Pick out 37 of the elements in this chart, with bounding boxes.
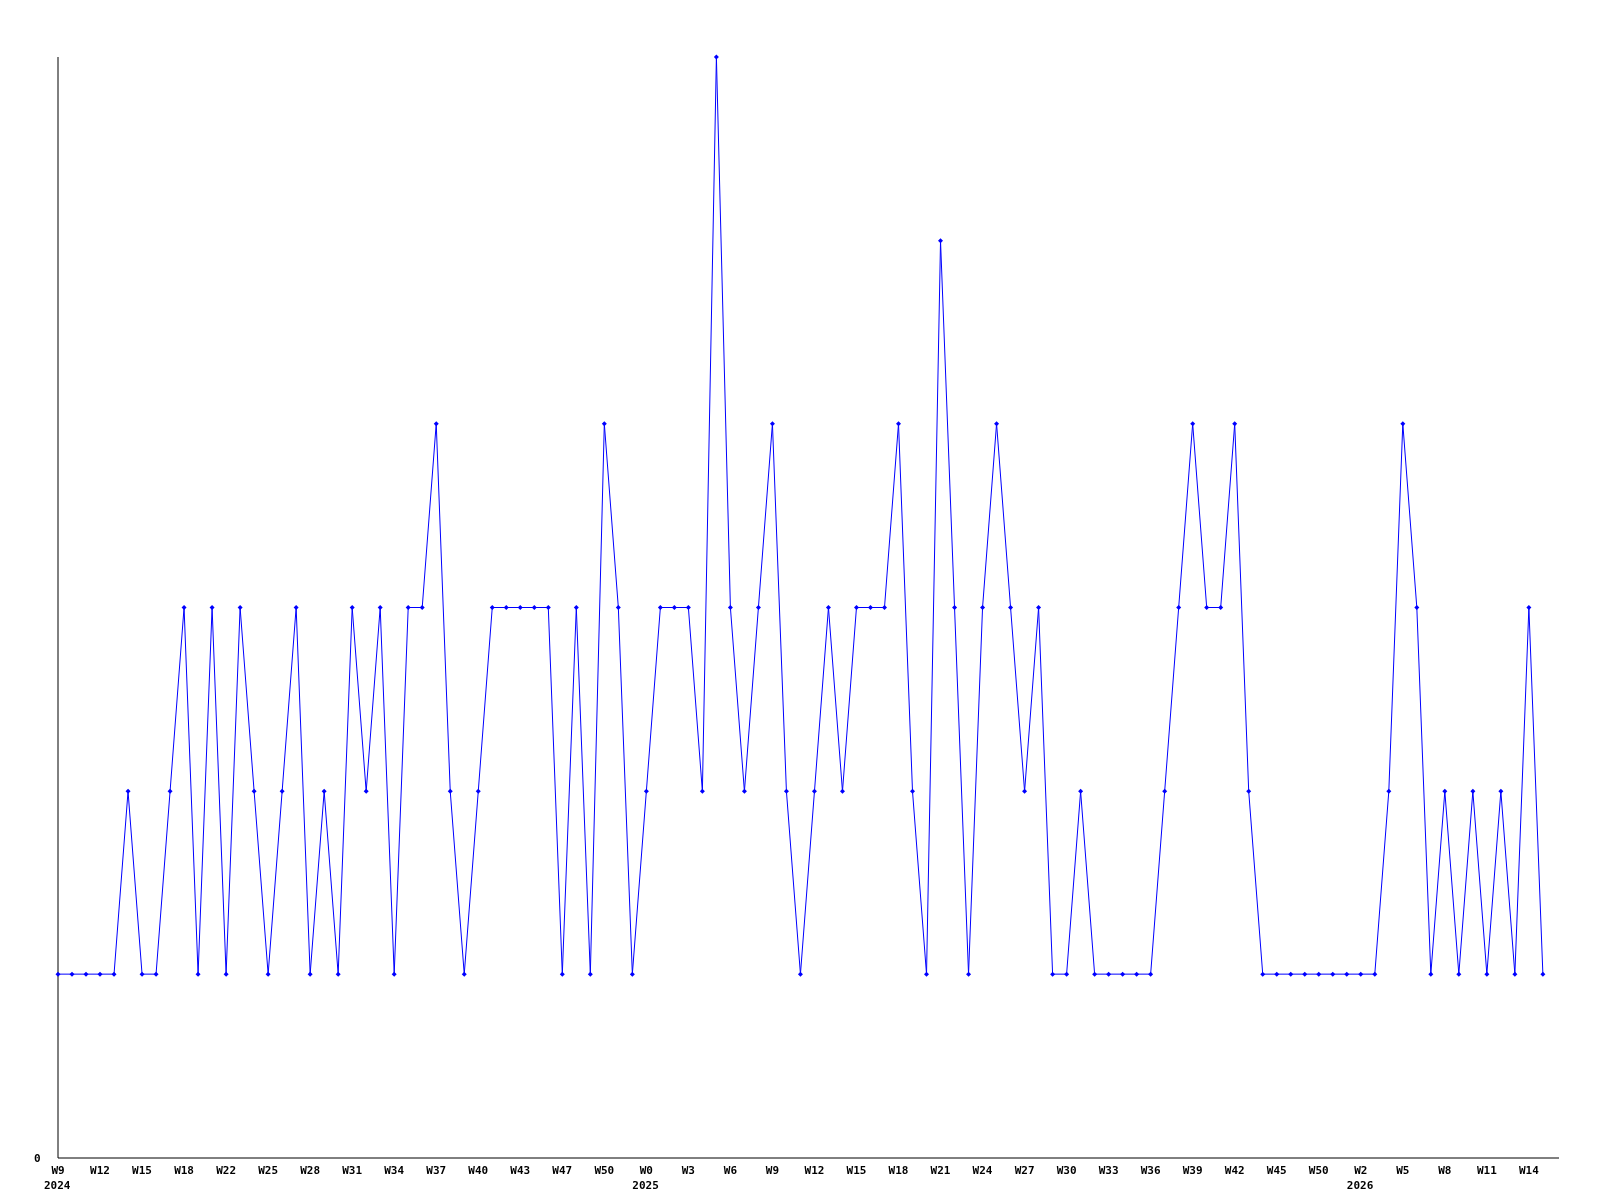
x-tick-label: W39	[1182, 1164, 1203, 1177]
x-tick-label: W40	[468, 1164, 489, 1177]
x-tick-label: W22	[216, 1164, 237, 1177]
x-tick-label: W6	[723, 1164, 738, 1177]
x-tick-label: W15	[132, 1164, 152, 1177]
x-tick-label: W50	[1308, 1164, 1329, 1177]
x-tick-label: W5	[1396, 1164, 1410, 1177]
x-tick-label: W9	[765, 1164, 780, 1177]
x-tick-label: W12	[90, 1164, 110, 1177]
x-tick-label: W15	[846, 1164, 867, 1177]
x-tick-label: W50	[594, 1164, 615, 1177]
x-tick-label: W42	[1224, 1164, 1245, 1177]
x-tick-label: W14	[1518, 1164, 1540, 1177]
x-tick-label: W24	[972, 1164, 993, 1177]
x-tick-label: W34	[384, 1164, 405, 1177]
x-tick-label: W2 2026	[1346, 1164, 1374, 1192]
x-tick-label: W30	[1056, 1164, 1077, 1177]
x-tick-label: W31	[342, 1164, 363, 1177]
x-tick-label: W45	[1266, 1164, 1287, 1177]
x-tick-label: W9 2024	[44, 1164, 71, 1192]
text: 0	[34, 1152, 41, 1165]
x-tick-label: W3	[681, 1164, 695, 1177]
x-tick-label: W21	[930, 1164, 951, 1177]
x-tick-label: W12	[804, 1164, 825, 1177]
x-tick-label: W33	[1098, 1164, 1119, 1177]
x-tick-label: W27	[1014, 1164, 1035, 1177]
x-tick-label: W18	[888, 1164, 909, 1177]
x-tick-label: W37	[426, 1164, 447, 1177]
x-tick-label: W25	[258, 1164, 279, 1177]
x-tick-label: W8	[1438, 1164, 1452, 1177]
x-tick-label: W11	[1476, 1164, 1498, 1177]
x-tick-label: W47	[552, 1164, 573, 1177]
x-tick-label: W28	[300, 1164, 321, 1177]
x-tick-label: W36	[1140, 1164, 1161, 1177]
x-tick-label: W0 2025	[632, 1164, 659, 1192]
x-tick-label: W43	[510, 1164, 531, 1177]
x-tick-label: W18	[174, 1164, 195, 1177]
